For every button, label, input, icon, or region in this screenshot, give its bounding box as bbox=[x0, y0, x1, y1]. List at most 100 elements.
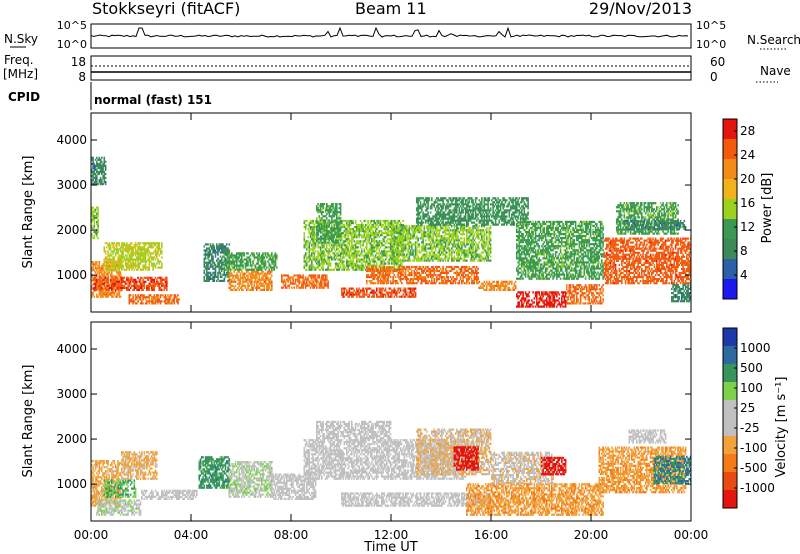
echo-cell bbox=[372, 244, 374, 247]
echo-cell bbox=[229, 262, 232, 265]
echo-cell bbox=[273, 268, 276, 271]
echo-cell bbox=[476, 271, 478, 275]
echo-cell bbox=[429, 233, 432, 236]
echo-cell bbox=[392, 259, 394, 262]
echo-cell bbox=[313, 230, 316, 233]
echo-cell bbox=[221, 263, 223, 266]
echo-cell bbox=[254, 256, 257, 259]
echo-cell bbox=[157, 298, 159, 301]
echo-cell bbox=[262, 270, 264, 273]
echo-cell bbox=[387, 265, 389, 269]
echo-cell bbox=[421, 235, 423, 238]
echo-cell bbox=[429, 247, 432, 250]
echo-cell bbox=[234, 274, 237, 277]
echo-cell bbox=[352, 291, 354, 294]
echo-cell bbox=[143, 258, 146, 261]
echo-cell bbox=[92, 291, 94, 294]
echo-cell bbox=[96, 233, 98, 236]
echo-cell bbox=[94, 267, 97, 270]
echo-cell bbox=[243, 284, 246, 287]
echo-cell bbox=[94, 214, 97, 217]
echo-cell bbox=[104, 293, 107, 296]
echo-cell bbox=[438, 253, 441, 256]
echo-cell bbox=[476, 265, 478, 269]
echo-cell bbox=[313, 224, 316, 227]
echo-cell bbox=[332, 246, 334, 249]
echo-cell bbox=[273, 262, 276, 265]
echo-cell bbox=[119, 281, 122, 284]
echo-cell bbox=[349, 262, 352, 265]
echo-cell bbox=[334, 254, 337, 257]
echo-cell bbox=[372, 293, 374, 296]
echo-cell bbox=[433, 280, 436, 283]
echo-cell bbox=[362, 266, 364, 269]
echo-cell bbox=[351, 293, 353, 296]
echo-cell bbox=[117, 288, 119, 291]
echo-cell bbox=[381, 276, 383, 279]
echo-cell bbox=[312, 246, 314, 249]
echo-cell bbox=[361, 295, 363, 298]
echo-cell bbox=[323, 260, 326, 263]
echo-cell bbox=[212, 259, 214, 262]
echo-cell bbox=[472, 269, 474, 273]
echo-cell bbox=[143, 246, 146, 249]
echo-cell bbox=[213, 263, 216, 266]
echo-cell bbox=[376, 240, 378, 243]
echo-cell bbox=[316, 217, 318, 220]
echo-cell bbox=[147, 266, 149, 269]
echo-cell bbox=[429, 259, 432, 262]
echo-cell bbox=[304, 224, 307, 227]
echo-cell bbox=[381, 250, 383, 253]
echo-cell bbox=[313, 238, 316, 241]
echo-cell bbox=[208, 267, 211, 270]
echo-cell bbox=[252, 268, 254, 271]
echo-cell bbox=[264, 262, 267, 265]
echo-cell bbox=[121, 286, 123, 289]
echo-cell bbox=[423, 280, 426, 283]
echo-cell bbox=[379, 260, 382, 263]
echo-cell bbox=[269, 276, 272, 279]
echo-cell bbox=[99, 275, 102, 278]
echo-cell bbox=[328, 258, 331, 261]
echo-cell bbox=[383, 289, 386, 292]
echo-cell bbox=[259, 288, 262, 291]
nsky-trace bbox=[90, 26, 689, 48]
echo-cell bbox=[418, 267, 421, 271]
echo-cell bbox=[259, 258, 262, 261]
echo-cell bbox=[373, 226, 376, 229]
echo-cell bbox=[387, 278, 389, 281]
echo-cell bbox=[251, 270, 253, 273]
echo-cell bbox=[464, 267, 467, 271]
echo-cell bbox=[466, 274, 468, 277]
echo-cell bbox=[107, 260, 109, 263]
echo-cell bbox=[332, 244, 334, 247]
echo-cell bbox=[246, 278, 248, 281]
echo-cell bbox=[264, 276, 267, 279]
echo-cell bbox=[234, 288, 237, 291]
echo-cell bbox=[364, 238, 367, 241]
echo-cell bbox=[427, 276, 429, 279]
echo-cell bbox=[216, 265, 218, 268]
echo-cell bbox=[354, 236, 357, 239]
echo-cell bbox=[332, 229, 334, 232]
echo-cell bbox=[129, 266, 132, 269]
echo-cell bbox=[142, 302, 144, 305]
echo-cell bbox=[254, 274, 257, 277]
echo-cell bbox=[136, 250, 138, 253]
echo-cell bbox=[414, 267, 417, 271]
echo-cell bbox=[153, 288, 156, 291]
echo-cell bbox=[377, 246, 379, 249]
echo-cell bbox=[349, 258, 352, 261]
echo-cell bbox=[392, 291, 394, 294]
echo-cell bbox=[424, 265, 427, 269]
echo-cell bbox=[112, 277, 114, 280]
echo-cell bbox=[92, 216, 94, 219]
echo-cell bbox=[112, 252, 114, 255]
echo-cell bbox=[93, 220, 96, 223]
echo-cell bbox=[372, 232, 374, 235]
echo-cell bbox=[233, 270, 236, 273]
echo-cell bbox=[134, 244, 137, 247]
echo-cell bbox=[374, 264, 377, 267]
echo-cell bbox=[256, 286, 258, 289]
echo-cell bbox=[321, 211, 323, 214]
